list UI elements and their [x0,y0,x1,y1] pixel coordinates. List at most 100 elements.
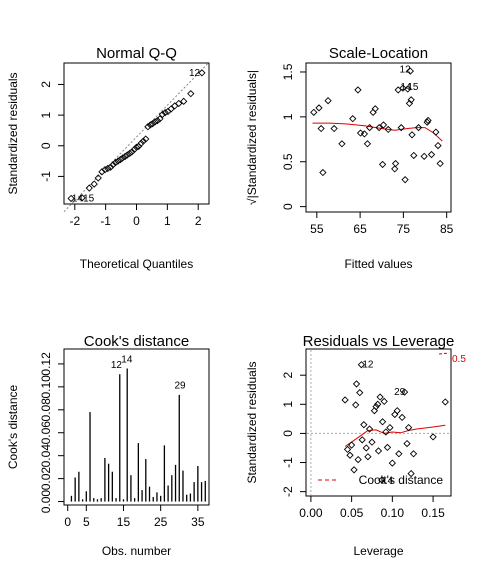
point [371,105,379,113]
point [90,180,98,188]
point [352,401,360,409]
point [352,380,361,388]
point [354,86,362,94]
point [132,143,141,151]
reference-line [63,62,210,213]
y-tick-label: 0 [281,430,295,437]
point [156,115,164,123]
legend-label: Cook's distance [359,473,444,487]
point [391,165,399,173]
point [343,445,352,454]
point [330,124,338,133]
point [374,400,382,408]
y-tick-label: 0 [39,142,53,149]
x-tick-label: -2 [69,214,80,228]
point [403,439,411,448]
point [409,450,418,458]
y-axis-label: √|Standardized residuals| [245,70,259,205]
y-tick-label: 1 [39,111,53,118]
point [384,125,392,134]
x-tick-label: -1 [100,214,111,228]
point [406,67,414,75]
point [395,450,403,458]
x-tick-label: 0 [64,515,71,529]
point [368,438,376,446]
panel-1: Normal Q-Q Theoretical Quantiles Standardi… [6,45,210,271]
y-tick-label: 0.10 [39,375,53,399]
point [142,135,150,143]
point [175,99,183,108]
point [380,397,388,406]
point [130,145,138,154]
point [407,469,415,478]
cooks-contour [438,352,450,355]
point-label: 14 [72,193,84,204]
x-tick-label: 0 [133,214,140,228]
point [356,129,365,137]
point [375,123,383,132]
y-tick-label: 2 [39,81,53,88]
y-tick-label: 1 [281,113,295,120]
y-tick-label: 0.06 [39,421,53,445]
y-tick-label: 0.04 [39,444,53,468]
x-tick-label: 2 [195,214,202,228]
point-label: 12 [189,68,201,79]
point [391,159,400,168]
point [347,441,356,449]
plot-frame [305,62,452,213]
panel-title: Scale-Location [329,45,428,62]
y-tick-label: -1 [39,171,53,182]
y-axis-label: Standardized residuals [6,72,20,194]
point [198,69,206,77]
x-axis-label: Obs. number [102,544,171,558]
point [148,120,157,128]
point [379,121,388,129]
panel-title: Residuals vs Leverage [303,333,455,350]
y-axis-label: Standardized residuals [245,361,259,483]
point [317,124,325,133]
point [391,410,399,419]
point [67,194,75,203]
point [109,161,117,169]
point-label: 29 [174,381,186,392]
plot-frame [63,348,210,506]
point [101,166,109,174]
y-tick-label: 0.00 [39,490,53,514]
panel-2: Scale-Location Fitted values √|Standardize… [245,45,453,271]
point [404,85,412,93]
point [365,425,374,433]
point [356,389,364,397]
y-tick-label: 0.08 [39,398,53,422]
point-label: 14 [382,476,394,487]
point-label: 15 [407,82,419,93]
point [401,176,409,184]
point [414,123,423,132]
point [104,164,112,173]
point [310,108,318,117]
x-tick-label: 15 [117,515,131,529]
y-tick-label: -1 [281,457,295,468]
point [315,104,323,112]
point [362,444,370,452]
point [369,108,377,117]
y-tick-label: 1.5 [281,63,295,80]
point-label: 14 [121,354,133,365]
point [378,160,387,169]
x-tick-label: 0.10 [381,506,405,520]
point [144,123,152,131]
x-tick-label: 55 [310,222,324,236]
point [98,168,106,176]
point [158,110,167,119]
point [341,396,349,404]
point [429,433,437,441]
point [424,116,432,125]
point [358,436,366,444]
x-tick-label: 0.05 [340,506,364,520]
point [376,393,384,401]
point [408,131,416,139]
point [346,451,354,459]
x-tick-label: 0.00 [299,506,323,520]
point [85,184,93,192]
point [357,361,366,369]
point [364,453,372,461]
